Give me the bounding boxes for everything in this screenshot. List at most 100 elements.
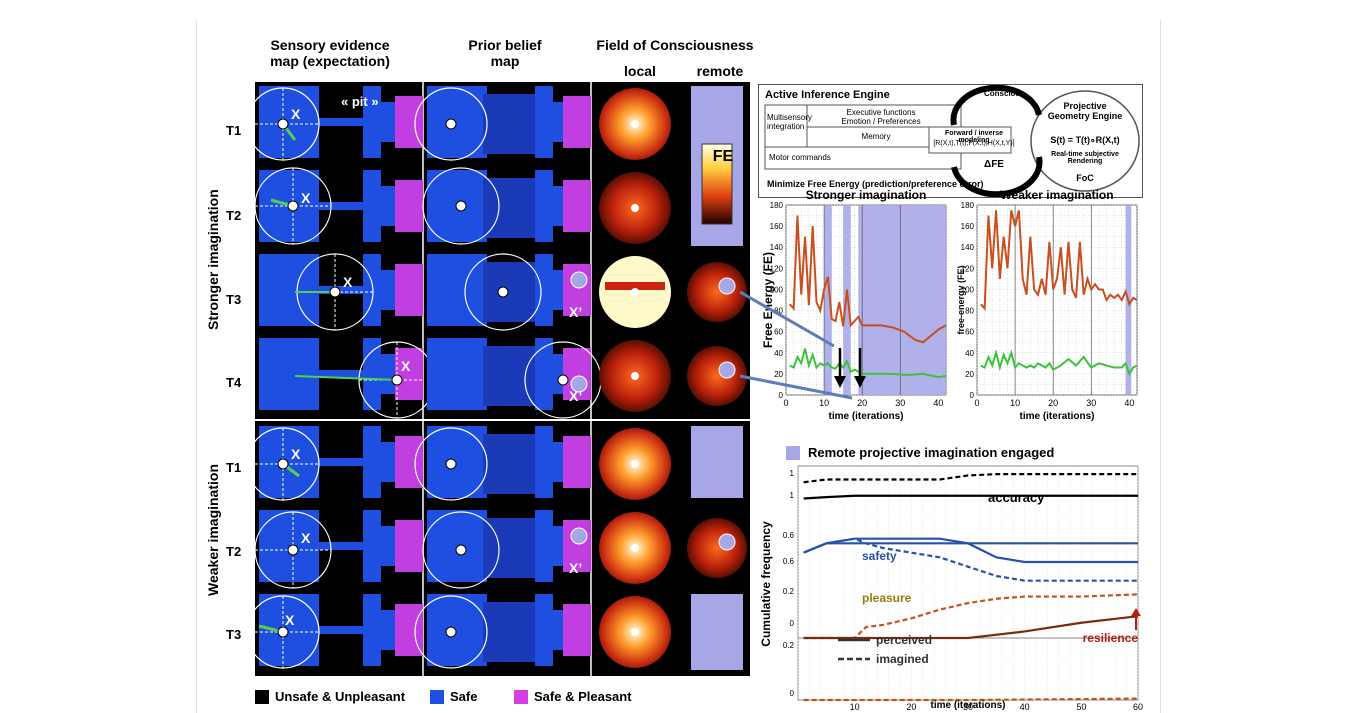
- x-tick-label: 10: [850, 702, 860, 710]
- row-label-t2: T2: [226, 208, 242, 223]
- remote-legend: Remote projective imagination engaged: [786, 445, 1054, 460]
- x-tick-label: 30: [963, 702, 973, 710]
- row-label-t4: T4: [226, 375, 242, 390]
- chart-weaker-imagination: Weaker imagination 0 10 20 30 40 0 20 40 60 80 100 1…: [956, 188, 1138, 422]
- legend-perceived-label: perceived: [876, 633, 932, 647]
- row-label-t3: T3: [226, 292, 242, 307]
- y-tick-label: 140: [961, 243, 975, 252]
- pit-label: « pit »: [341, 94, 379, 109]
- x-marker-weak-t1: X: [291, 446, 301, 462]
- engine-minimize: Minimize Free Energy (prediction/prefere…: [767, 179, 984, 189]
- series-line: [803, 697, 1139, 702]
- x-marker-weak-t3: X: [285, 612, 295, 628]
- figure-frame: [196, 20, 1161, 713]
- x-prime-marker-t4: X’: [569, 388, 583, 404]
- header-sensory: Sensory evidence map (expectation): [270, 37, 390, 69]
- y-tick-label: 0: [790, 619, 795, 628]
- header-prior: Prior belief map: [468, 37, 542, 69]
- x-prime-marker-weak-t2: X’: [569, 560, 583, 576]
- x-marker-t2: X: [301, 190, 311, 206]
- series-line: [980, 210, 1138, 311]
- x-marker-t1: X: [291, 106, 301, 122]
- series-line: [803, 542, 1138, 554]
- series-line: [803, 473, 1138, 484]
- engine-motor: Motor commands: [769, 153, 831, 162]
- y-tick-label: 180: [770, 201, 784, 210]
- series-line: [789, 348, 947, 379]
- legend-safe-label: Safe: [450, 689, 478, 704]
- y-tick-label: 80: [774, 307, 783, 316]
- chart-title: Weaker imagination: [1000, 188, 1113, 202]
- annotation-safety: safety: [862, 549, 897, 563]
- engine-proj-title: Projective Geometry Engine: [1047, 101, 1123, 121]
- y-tick-label: 0.6: [783, 531, 795, 540]
- engine-forward: Forward / inverse modeling: [945, 130, 1003, 144]
- engine-title: Active Inference Engine: [765, 89, 890, 101]
- legend-swatch-blue: [430, 689, 444, 704]
- label-weaker-imagination: Weaker imagination: [205, 463, 221, 596]
- chart-cumulative-frequency: 1 1 0.6 0.6 0.2 0 0.2 0 10 20 30 40 50 60 time (iterat…: [759, 465, 1143, 710]
- series-line: [803, 615, 1139, 640]
- legend-pleasant-label: Safe & Pleasant: [534, 689, 632, 704]
- legend-imagined-label: imagined: [876, 652, 929, 666]
- x-tick-label: 10: [1010, 398, 1020, 408]
- legend-swatch-black: [255, 689, 269, 704]
- header-remote: remote: [696, 63, 744, 79]
- resilience-arrowhead: [1131, 608, 1141, 616]
- x-marker-t4: X: [401, 358, 411, 374]
- legend-safe: Safe: [430, 689, 477, 704]
- fe-label: FE: [712, 148, 734, 165]
- map-grid-graphic: [246, 82, 750, 676]
- engine-memory: Memory: [861, 132, 891, 141]
- x-tick-label: 30: [1086, 398, 1096, 408]
- header-foc: Field of Consciousness: [596, 37, 754, 53]
- x-tick-label: 40: [1020, 702, 1030, 710]
- x-tick-label: 20: [1048, 398, 1058, 408]
- engine-dfe: ΔFE: [984, 159, 1004, 170]
- y-tick-label: 0.2: [783, 587, 795, 596]
- y-axis-label: free-energy (FE): [956, 265, 966, 334]
- legend-unsafe-label: Unsafe & Unpleasant: [275, 689, 406, 704]
- annotation-resilience: resilience: [1083, 631, 1139, 645]
- y-tick-label: 120: [770, 264, 784, 273]
- y-tick-label: 160: [961, 222, 975, 231]
- shaded-band: [858, 205, 946, 395]
- engine-proj-eq: S(t) = T(t)∘R(X,t): [1050, 135, 1120, 145]
- y-tick-label: 20: [965, 370, 974, 379]
- x-prime-marker-t3: X’: [569, 304, 583, 320]
- y-tick-label: 100: [770, 285, 784, 294]
- y-tick-label: 80: [965, 307, 974, 316]
- y-tick-label: 100: [961, 285, 975, 294]
- engine-multisensory: Multisensory integration: [767, 113, 812, 131]
- x-tick-label: 40: [933, 398, 943, 408]
- y-tick-label: 0: [790, 689, 795, 698]
- row-label-weak-t1: T1: [226, 460, 242, 475]
- y-tick-label: 120: [961, 264, 975, 273]
- engine-proj-sub: Real-time subjective Rendering: [1051, 151, 1119, 165]
- row-label-weak-t3: T3: [226, 627, 242, 642]
- shaded-band: [843, 205, 851, 395]
- x-marker-t3: X: [343, 274, 353, 290]
- annotation-pleasure: pleasure: [862, 591, 912, 605]
- y-tick-label: 0: [779, 391, 784, 400]
- label-stronger-imagination: Stronger imagination: [205, 189, 221, 330]
- map-grid: FE « pit » X X X X X X X X’ X’ X’: [246, 82, 750, 676]
- row-label-t1: T1: [226, 123, 242, 138]
- x-tick-label: 40: [1124, 398, 1134, 408]
- y-tick-label: 60: [965, 328, 974, 337]
- x-tick-label: 10: [819, 398, 829, 408]
- series-line: [789, 215, 947, 344]
- x-tick-label: 0: [783, 398, 788, 408]
- active-inference-engine: Active Inference Engine Multisensory int…: [758, 84, 1143, 198]
- y-tick-label: 40: [965, 349, 974, 358]
- y-axis-label: Cumulative frequency: [759, 521, 773, 647]
- y-tick-label: 20: [774, 370, 783, 379]
- y-tick-label: 1: [790, 491, 795, 500]
- y-tick-label: 60: [774, 328, 783, 337]
- remote-legend-swatch: [786, 445, 800, 460]
- chart-stronger-imagination: Stronger imagination 0 10 20 30 40 0 20 40 60 80 10…: [761, 188, 947, 422]
- annotation-accuracy: accuracy: [988, 490, 1045, 505]
- y-tick-label: 180: [961, 201, 975, 210]
- row-label-weak-t2: T2: [226, 544, 242, 559]
- engine-foc: FoC: [1076, 173, 1094, 183]
